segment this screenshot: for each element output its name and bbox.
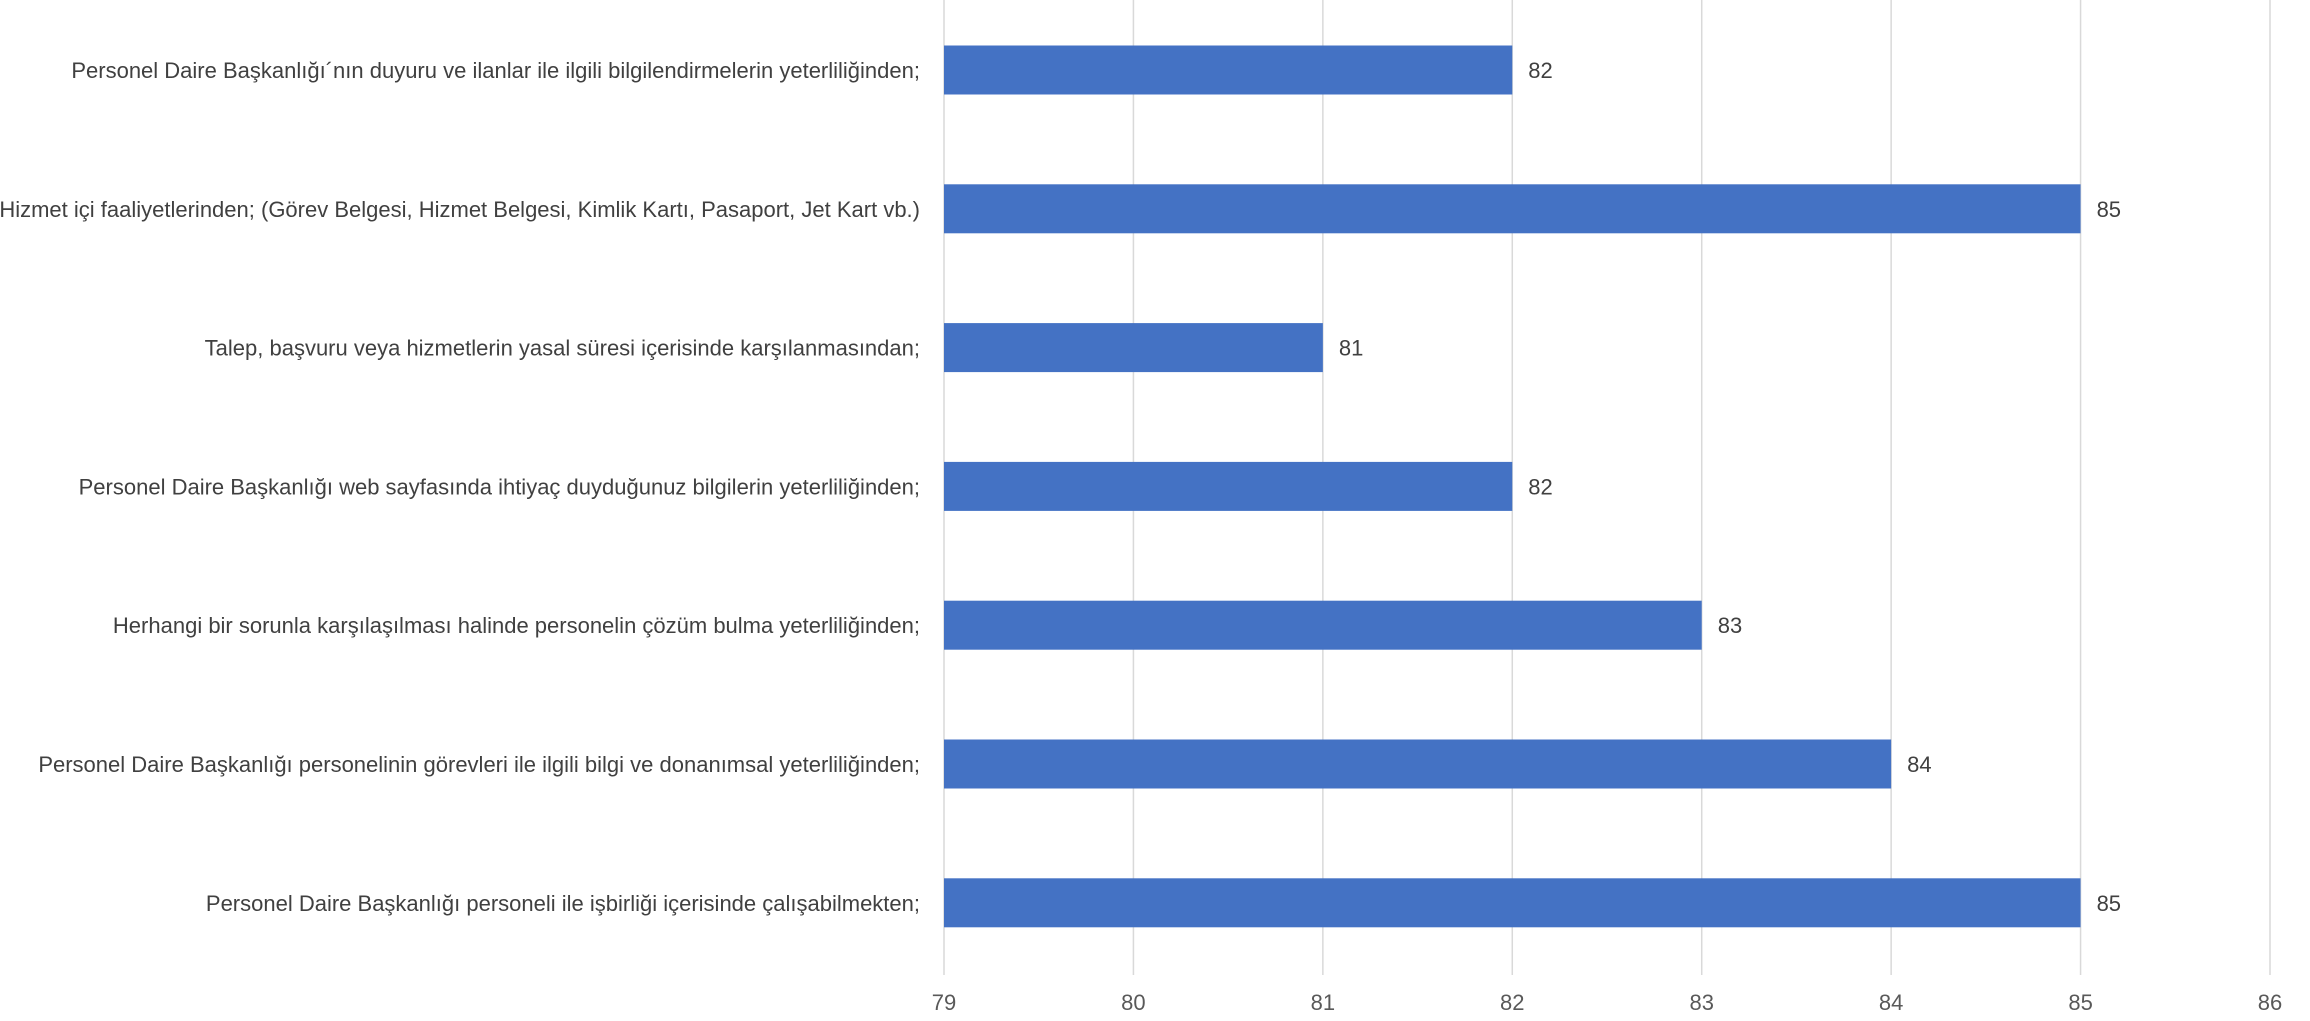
bar xyxy=(944,45,1513,95)
category-label: Personel Daire Başkanlığı´nın duyuru ve … xyxy=(71,58,920,83)
data-label: 82 xyxy=(1528,58,1552,83)
bar xyxy=(944,878,2081,928)
x-tick-label: 84 xyxy=(1879,990,1903,1015)
data-label: 84 xyxy=(1907,752,1931,777)
bar xyxy=(944,461,1513,511)
bar-layer xyxy=(944,45,2081,928)
category-label: Personel Daire Başkanlığı personeli ile … xyxy=(206,891,920,916)
x-tick-label: 86 xyxy=(2258,990,2282,1015)
x-tick-label: 82 xyxy=(1500,990,1524,1015)
x-tick-label: 80 xyxy=(1121,990,1145,1015)
category-label: Talep, başvuru veya hizmetlerin yasal sü… xyxy=(205,336,920,361)
tick-layer: 79 80 81 82 83 84 85 86 xyxy=(932,990,2282,1015)
data-label: 85 xyxy=(2097,197,2121,222)
x-tick-label: 85 xyxy=(2068,990,2092,1015)
x-tick-label: 83 xyxy=(1689,990,1713,1015)
label-layer: Personel Daire Başkanlığı´nın duyuru ve … xyxy=(0,58,2121,916)
data-label: 82 xyxy=(1528,474,1552,499)
category-label: Personel Daire Başkanlığı web sayfasında… xyxy=(79,474,920,499)
category-label: Personel Daire Başkanlığı personelinin g… xyxy=(38,752,920,777)
data-label: 83 xyxy=(1718,613,1742,638)
bar xyxy=(944,323,1323,373)
bar xyxy=(944,739,1892,789)
category-label: Hizmet içi faaliyetlerinden; (Görev Belg… xyxy=(0,197,920,222)
data-label: 81 xyxy=(1339,336,1363,361)
bar xyxy=(944,600,1702,650)
x-tick-label: 81 xyxy=(1311,990,1335,1015)
x-tick-label: 79 xyxy=(932,990,956,1015)
bar xyxy=(944,184,2081,234)
data-label: 85 xyxy=(2097,891,2121,916)
category-label: Herhangi bir sorunla karşılaşılması hali… xyxy=(113,613,920,638)
